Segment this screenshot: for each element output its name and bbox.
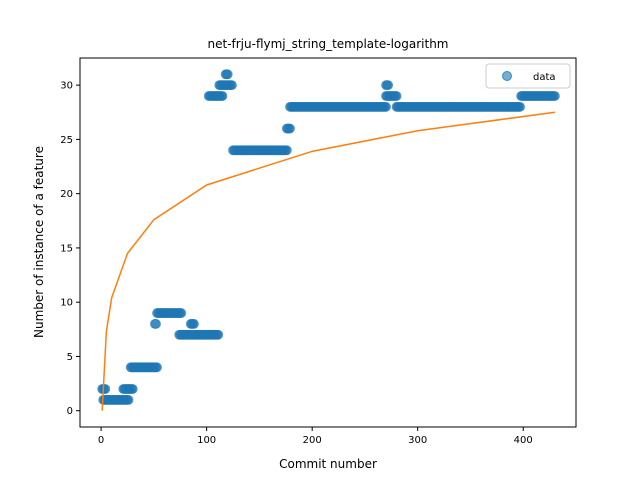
y-tick-label: 5 xyxy=(67,352,73,363)
y-tick-label: 30 xyxy=(60,81,73,92)
data-point xyxy=(381,101,391,112)
plot-frame xyxy=(79,57,577,428)
data-point xyxy=(281,145,292,156)
x-tick-label: 400 xyxy=(514,435,533,446)
y-axis-label: Number of instance of a feature xyxy=(32,146,46,338)
data-point xyxy=(176,308,187,318)
data-point xyxy=(383,80,394,91)
x-tick-label: 100 xyxy=(197,435,216,446)
fit-line xyxy=(101,111,555,411)
data-point xyxy=(213,329,224,340)
data-point xyxy=(222,69,233,80)
data-point xyxy=(285,123,295,134)
y-tick-label: 0 xyxy=(67,406,73,417)
data-point xyxy=(515,101,525,112)
legend-box xyxy=(485,63,571,89)
chart-title: net-frju-flymj_string_template-logarithm xyxy=(208,37,449,51)
data-point xyxy=(217,91,228,101)
legend-marker-data xyxy=(502,71,512,81)
data-points xyxy=(97,69,560,405)
x-tick-label: 200 xyxy=(303,435,322,446)
data-point xyxy=(127,384,138,394)
legend: data xyxy=(485,63,571,89)
data-point xyxy=(100,384,111,394)
data-point xyxy=(151,318,161,329)
x-tick-label: 300 xyxy=(408,435,427,446)
data-point xyxy=(549,91,560,101)
x-tick-label: 0 xyxy=(98,435,104,446)
data-point xyxy=(391,91,402,101)
data-point xyxy=(189,318,199,329)
y-tick-label: 20 xyxy=(60,189,73,200)
y-tick-label: 15 xyxy=(60,243,73,254)
legend-label-data: data xyxy=(533,72,556,83)
data-point xyxy=(123,394,134,405)
x-axis-label: Commit number xyxy=(279,457,377,471)
data-point xyxy=(152,362,162,373)
y-tick-label: 10 xyxy=(60,298,73,309)
data-point xyxy=(227,80,237,91)
y-tick-label: 25 xyxy=(60,135,73,146)
